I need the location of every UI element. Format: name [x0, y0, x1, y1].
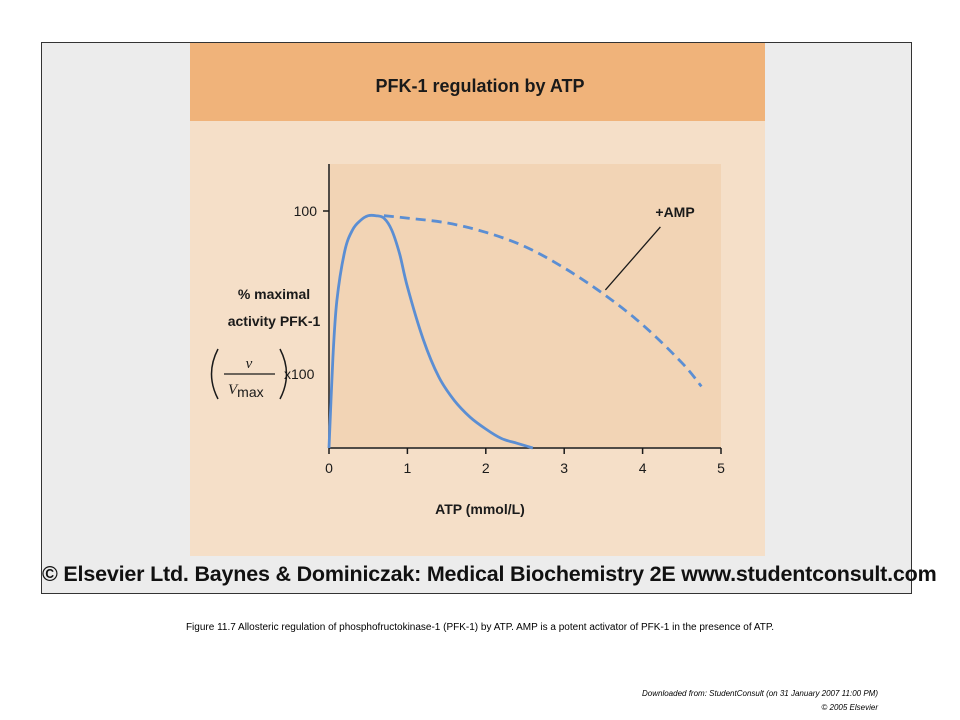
formula-left-paren	[210, 348, 219, 400]
x-tick-label: 0	[325, 460, 333, 476]
x-axis-label: ATP (mmol/L)	[435, 501, 525, 517]
annotation-amp-label: +AMP	[655, 204, 694, 220]
formula-multiplier: x100	[284, 366, 315, 382]
y-axis-label-line-2: activity PFK-1	[228, 313, 321, 329]
x-ticks: 0 1 2 3 4 5	[325, 448, 725, 476]
annotation-pointer	[604, 226, 661, 291]
y-tick-label: 100	[294, 203, 318, 219]
x-tick-label: 4	[639, 460, 647, 476]
annotation-layer: +AMP	[604, 204, 695, 291]
title-band	[190, 43, 765, 121]
chart-title: PFK-1 regulation by ATP	[375, 76, 584, 96]
formula-denominator-main: V	[228, 382, 239, 398]
y-axis-label-line-1: % maximal	[238, 286, 310, 302]
x-tick-label: 3	[560, 460, 568, 476]
series-line-amp	[383, 214, 703, 388]
download-note: Downloaded from: StudentConsult (on 31 J…	[642, 689, 878, 698]
x-tick-label: 2	[482, 460, 490, 476]
plot-area	[330, 164, 721, 447]
formula-right-paren	[279, 348, 288, 400]
series-layer	[327, 213, 703, 450]
figure-caption: Figure 11.7 Allosteric regulation of pho…	[185, 622, 775, 633]
copyright-note: © 2005 Elsevier	[821, 703, 878, 712]
series-line-atp	[327, 213, 534, 450]
y-ticks: 100	[294, 203, 329, 219]
formula-numerator: v	[246, 356, 253, 372]
x-tick-label: 1	[404, 460, 412, 476]
copyright-banner: © Elsevier Ltd. Baynes & Dominiczak: Med…	[42, 562, 937, 586]
formula-denominator: Vmax	[228, 382, 264, 400]
formula-denominator-subscript: max	[237, 384, 263, 400]
x-tick-label: 5	[717, 460, 725, 476]
